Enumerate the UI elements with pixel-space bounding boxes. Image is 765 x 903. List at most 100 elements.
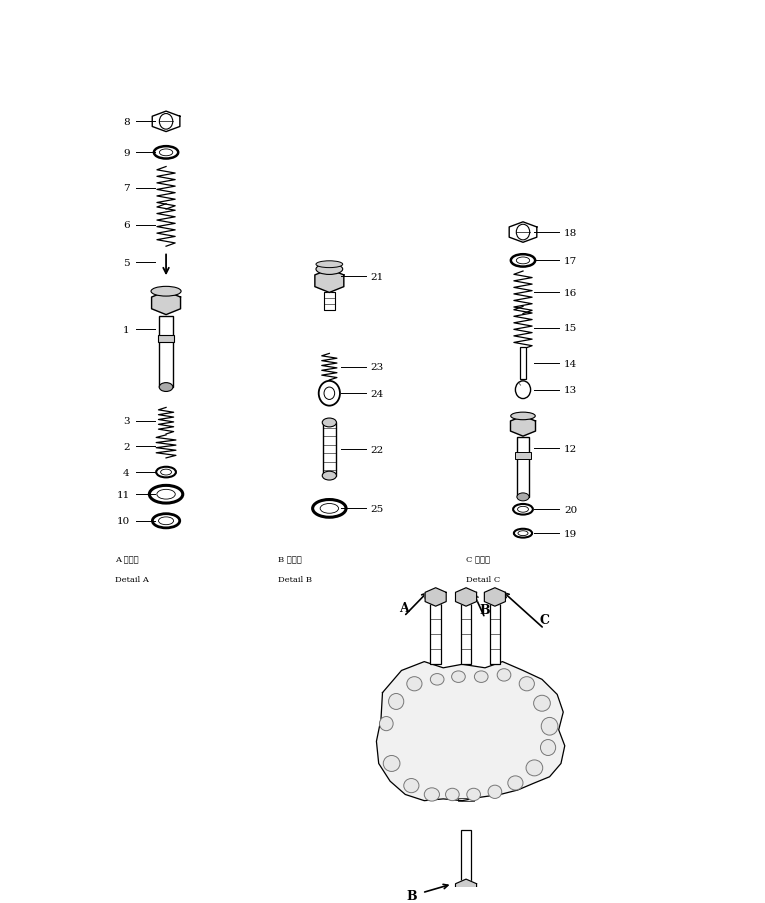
Polygon shape xyxy=(315,270,343,293)
Ellipse shape xyxy=(379,717,393,731)
Text: 3: 3 xyxy=(123,417,129,425)
Bar xyxy=(324,293,335,311)
Bar xyxy=(323,423,336,476)
Ellipse shape xyxy=(451,671,465,683)
Circle shape xyxy=(516,225,529,240)
Ellipse shape xyxy=(149,486,183,504)
Bar xyxy=(517,437,529,498)
Ellipse shape xyxy=(526,760,542,776)
Circle shape xyxy=(324,387,334,400)
Ellipse shape xyxy=(151,287,181,297)
Text: 22: 22 xyxy=(370,445,383,454)
Text: 23: 23 xyxy=(370,363,383,372)
Text: A: A xyxy=(399,601,409,614)
Ellipse shape xyxy=(159,383,173,392)
Ellipse shape xyxy=(316,262,343,268)
Ellipse shape xyxy=(497,669,511,682)
Ellipse shape xyxy=(541,718,558,735)
Text: B: B xyxy=(406,889,417,902)
Ellipse shape xyxy=(467,788,480,801)
Ellipse shape xyxy=(518,531,528,536)
Bar xyxy=(461,830,471,881)
Ellipse shape xyxy=(407,677,422,691)
Circle shape xyxy=(516,381,531,399)
Polygon shape xyxy=(455,880,477,898)
Text: 11: 11 xyxy=(116,490,129,499)
Ellipse shape xyxy=(488,786,502,798)
Text: 17: 17 xyxy=(564,256,578,265)
Ellipse shape xyxy=(152,514,180,528)
Ellipse shape xyxy=(322,471,337,480)
Bar xyxy=(461,604,471,665)
Text: 24: 24 xyxy=(370,389,383,398)
Ellipse shape xyxy=(540,740,555,756)
Polygon shape xyxy=(455,588,477,607)
Text: C 詳細図: C 詳細図 xyxy=(466,555,490,563)
Ellipse shape xyxy=(431,674,444,685)
Polygon shape xyxy=(484,588,506,607)
Text: 5: 5 xyxy=(123,258,129,267)
Ellipse shape xyxy=(518,507,529,513)
Ellipse shape xyxy=(322,419,337,427)
Ellipse shape xyxy=(514,529,532,538)
Ellipse shape xyxy=(511,255,536,267)
Polygon shape xyxy=(152,112,180,133)
Polygon shape xyxy=(151,292,181,315)
Ellipse shape xyxy=(513,505,533,515)
Ellipse shape xyxy=(425,788,439,801)
Circle shape xyxy=(159,115,173,130)
Text: 1: 1 xyxy=(123,326,129,335)
Text: 7: 7 xyxy=(123,184,129,193)
Text: 16: 16 xyxy=(564,288,578,297)
Text: 20: 20 xyxy=(564,505,578,514)
Text: Detail A: Detail A xyxy=(116,575,149,583)
Text: 14: 14 xyxy=(564,359,578,368)
Ellipse shape xyxy=(313,500,346,517)
Ellipse shape xyxy=(157,489,175,499)
Bar xyxy=(490,604,500,665)
Polygon shape xyxy=(376,662,565,801)
Bar xyxy=(158,335,174,342)
Ellipse shape xyxy=(154,147,178,159)
Text: 15: 15 xyxy=(564,324,578,333)
Ellipse shape xyxy=(389,694,404,710)
Polygon shape xyxy=(425,588,446,607)
Ellipse shape xyxy=(445,788,459,801)
Bar xyxy=(520,348,526,379)
Bar xyxy=(458,798,474,801)
Polygon shape xyxy=(509,222,537,243)
Text: 8: 8 xyxy=(123,117,129,126)
Ellipse shape xyxy=(156,467,176,478)
Text: 12: 12 xyxy=(564,444,578,453)
Ellipse shape xyxy=(474,671,488,683)
Bar xyxy=(431,604,441,665)
Text: 9: 9 xyxy=(123,149,129,158)
Bar xyxy=(159,317,173,387)
Text: A 詳細図: A 詳細図 xyxy=(116,555,138,563)
Ellipse shape xyxy=(511,413,536,420)
Text: Detail C: Detail C xyxy=(466,575,500,583)
Ellipse shape xyxy=(519,677,535,691)
Ellipse shape xyxy=(161,470,171,476)
Ellipse shape xyxy=(508,776,523,790)
Text: B 詳細図: B 詳細図 xyxy=(278,555,302,563)
Text: 2: 2 xyxy=(123,442,129,452)
Ellipse shape xyxy=(517,493,529,501)
Text: Detail B: Detail B xyxy=(278,575,312,583)
Polygon shape xyxy=(510,416,536,437)
Text: B: B xyxy=(480,603,490,616)
Text: 25: 25 xyxy=(370,505,383,513)
Text: 19: 19 xyxy=(564,529,578,538)
Bar xyxy=(516,452,531,460)
Text: 10: 10 xyxy=(116,517,129,526)
Text: 13: 13 xyxy=(564,386,578,395)
Ellipse shape xyxy=(516,257,529,265)
Ellipse shape xyxy=(159,150,173,156)
Text: 21: 21 xyxy=(370,273,383,282)
Ellipse shape xyxy=(534,695,550,712)
Text: C: C xyxy=(539,614,549,627)
Ellipse shape xyxy=(404,778,419,793)
Ellipse shape xyxy=(383,756,400,771)
Text: 18: 18 xyxy=(564,228,578,237)
Ellipse shape xyxy=(316,265,343,275)
